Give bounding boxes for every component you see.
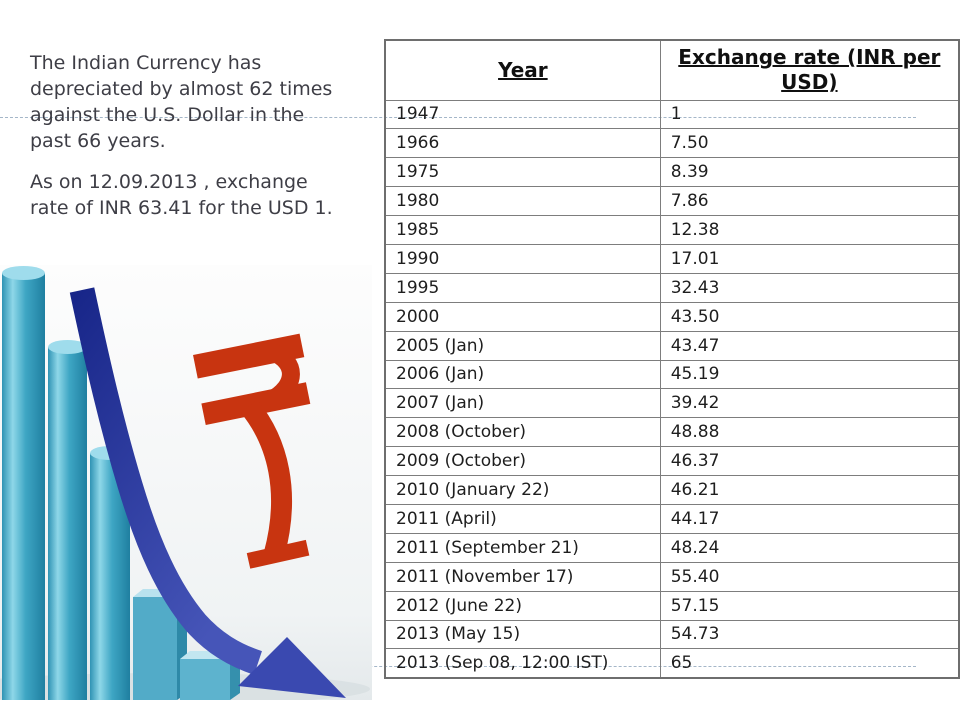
- table-row: 2008 (October) 48.88: [384, 417, 960, 448]
- year-cell: 1966: [384, 128, 661, 159]
- year-cell: 1947: [384, 99, 661, 130]
- table-row: 2006 (Jan) 45.19: [384, 359, 960, 390]
- table-row: 2012 (June 22) 57.15: [384, 590, 960, 621]
- narrative-text-block: The Indian Currency has depreciated by a…: [30, 50, 346, 221]
- year-cell: 2007 (Jan): [384, 388, 661, 419]
- year-cell: 2012 (June 22): [384, 590, 661, 621]
- table-row: 2011 (November 17) 55.40: [384, 561, 960, 592]
- table-row: 2010 (January 22) 46.21: [384, 475, 960, 505]
- year-cell: 1980: [384, 186, 661, 217]
- year-cell: 1995: [384, 272, 661, 303]
- currency-decline-illustration: [0, 265, 372, 705]
- rate-cell: 1: [659, 99, 960, 130]
- rate-cell: 65: [659, 648, 960, 679]
- downward-trend-arrow-icon: [69, 287, 346, 698]
- table-row: 2013 (Sep 08, 12:00 IST) 65: [384, 648, 960, 679]
- rate-cell: 54.73: [659, 619, 960, 650]
- narrative-paragraph-2: As on 12.09.2013 , exchange rate of INR …: [30, 171, 333, 219]
- table-row: 1975 8.39: [384, 157, 960, 188]
- rupee-symbol-icon: [193, 333, 311, 569]
- table-row: 2011 (April) 44.17: [384, 503, 960, 534]
- rate-cell: 44.17: [659, 503, 960, 534]
- rate-cell: 48.88: [659, 417, 960, 448]
- rate-cell: 43.50: [659, 301, 960, 332]
- table-row: 2000 43.50: [384, 301, 960, 332]
- exchange-rate-column-header: Exchange rate (INR per USD): [659, 39, 960, 101]
- year-cell: 2000: [384, 301, 661, 332]
- currency-decline-image: [0, 265, 372, 705]
- table-body: 1947 1 1966 7.50 1975 8.39 1980 7.86 1985 12.38 19…: [384, 99, 960, 679]
- rate-cell: 55.40: [659, 561, 960, 592]
- rate-cell: 48.24: [659, 532, 960, 563]
- table-row: 2005 (Jan) 43.47: [384, 330, 960, 361]
- year-cell: 2013 (May 15): [384, 619, 661, 650]
- rate-cell: 32.43: [659, 272, 960, 303]
- table-row: 1990 17.01: [384, 243, 960, 274]
- year-cell: 2010 (January 22): [384, 475, 661, 505]
- year-cell: 2006 (Jan): [384, 359, 661, 390]
- table-row: 1995 32.43: [384, 272, 960, 303]
- table-row: 1980 7.86: [384, 186, 960, 217]
- year-cell: 2011 (April): [384, 503, 661, 534]
- year-cell: 2009 (October): [384, 446, 661, 477]
- declining-bars-icon: [2, 266, 240, 700]
- exchange-rate-table: Year Exchange rate (INR per USD) 1947 1 19…: [384, 39, 960, 679]
- year-column-header: Year: [384, 39, 661, 101]
- year-cell: 1975: [384, 157, 661, 188]
- rate-cell: 46.21: [659, 475, 960, 505]
- year-cell: 2011 (September 21): [384, 532, 661, 563]
- table-row: 1947 1: [384, 99, 960, 130]
- year-cell: 1990: [384, 243, 661, 274]
- table-row: 1966 7.50: [384, 128, 960, 159]
- rate-cell: 7.50: [659, 128, 960, 159]
- rate-cell: 7.86: [659, 186, 960, 217]
- year-cell: 2011 (November 17): [384, 561, 661, 592]
- rate-cell: 45.19: [659, 359, 960, 390]
- table-row: 1985 12.38: [384, 215, 960, 245]
- rate-cell: 57.15: [659, 590, 960, 621]
- rate-cell: 17.01: [659, 243, 960, 274]
- table-row: 2009 (October) 46.37: [384, 446, 960, 477]
- rate-cell: 43.47: [659, 330, 960, 361]
- rate-cell: 12.38: [659, 215, 960, 245]
- rate-cell: 39.42: [659, 388, 960, 419]
- table-row: 2011 (September 21) 48.24: [384, 532, 960, 563]
- rate-cell: 8.39: [659, 157, 960, 188]
- rate-cell: 46.37: [659, 446, 960, 477]
- year-cell: 2008 (October): [384, 417, 661, 448]
- table-header-row: Year Exchange rate (INR per USD): [384, 39, 960, 101]
- year-cell: 1985: [384, 215, 661, 245]
- narrative-paragraph-1: The Indian Currency has depreciated by a…: [30, 52, 333, 152]
- table-row: 2007 (Jan) 39.42: [384, 388, 960, 419]
- year-cell: 2013 (Sep 08, 12:00 IST): [384, 648, 661, 679]
- table-row: 2013 (May 15) 54.73: [384, 619, 960, 650]
- year-cell: 2005 (Jan): [384, 330, 661, 361]
